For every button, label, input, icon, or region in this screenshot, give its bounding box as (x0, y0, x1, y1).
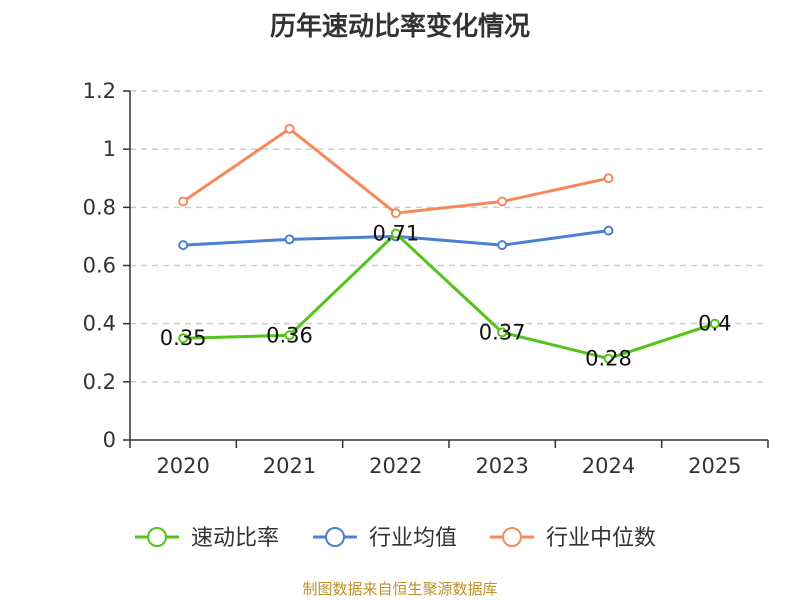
y-tick-label: 0.6 (83, 254, 116, 278)
data-point (284, 330, 295, 341)
y-tick-label: 1 (103, 137, 116, 161)
series-line (183, 232, 716, 361)
chart-title: 历年速动比率变化情况 (269, 12, 530, 42)
data-label: 0.35 (160, 326, 207, 350)
y-tick-label: 0.8 (83, 195, 116, 219)
legend-label: 行业中位数 (546, 526, 656, 551)
legend-marker (502, 527, 522, 547)
x-tick-label: 2025 (688, 454, 741, 478)
data-point (497, 327, 508, 338)
data-label: 0.37 (479, 320, 526, 344)
x-tick-label: 2021 (263, 454, 316, 478)
series-line (182, 127, 609, 215)
x-tick-label: 2024 (582, 454, 635, 478)
data-point (390, 228, 401, 239)
data-point (284, 234, 295, 245)
data-point (497, 196, 508, 207)
data-label: 0.4 (698, 312, 731, 336)
data-point (497, 240, 508, 251)
legend-marker (147, 527, 167, 547)
x-tick-label: 2020 (156, 454, 209, 478)
data-point (178, 333, 189, 344)
y-tick-label: 0.4 (83, 312, 116, 336)
data-point (178, 196, 189, 207)
data-point (603, 173, 614, 184)
x-tick-label: 2022 (369, 454, 422, 478)
data-label: 0.28 (585, 347, 632, 371)
y-tick-label: 1.2 (83, 79, 116, 103)
y-tick-label: 0 (103, 428, 116, 452)
data-label: 0.71 (372, 222, 419, 246)
legend-marker (325, 527, 345, 547)
source-note: 制图数据来自恒生聚源数据库 (302, 580, 498, 598)
data-point (603, 353, 614, 364)
legend-item[interactable]: 行业中位数 (490, 526, 656, 551)
data-point (284, 123, 295, 134)
y-tick-label: 0.2 (83, 370, 116, 394)
data-point (709, 318, 720, 329)
legend-label: 行业均值 (369, 526, 457, 551)
data-label: 0.36 (266, 323, 313, 347)
x-tick-label: 2023 (475, 454, 528, 478)
legend-label: 速动比率 (191, 526, 279, 551)
data-point (603, 225, 614, 236)
data-point (178, 240, 189, 251)
legend-item[interactable]: 行业均值 (313, 526, 457, 551)
legend-item[interactable]: 速动比率 (135, 526, 279, 551)
data-point (390, 208, 401, 219)
